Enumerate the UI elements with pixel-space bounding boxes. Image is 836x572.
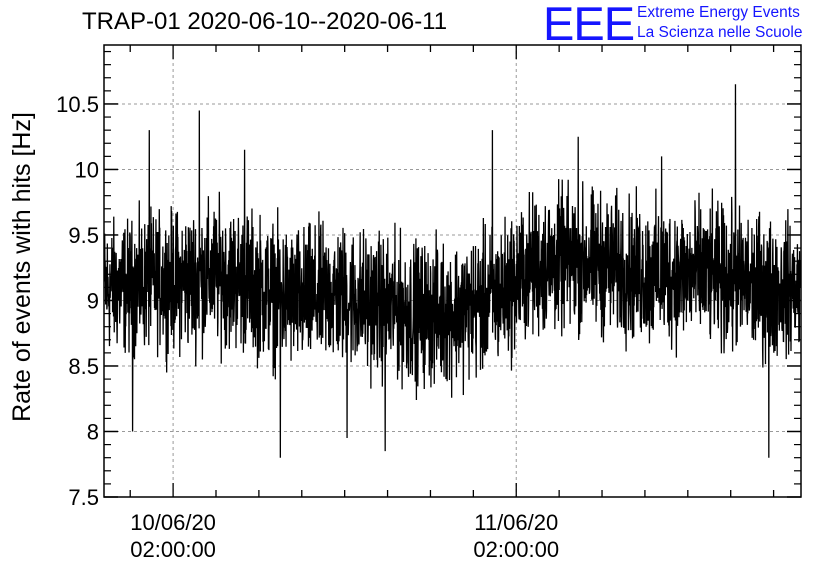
logo-line-2: La Scienza nelle Scuole	[637, 24, 803, 41]
plot-frame	[103, 44, 802, 498]
x-tick-label-time: 02:00:00	[473, 537, 559, 562]
rate-series-path	[103, 84, 802, 458]
series-line	[103, 84, 802, 458]
x-tick-label-time: 02:00:00	[130, 537, 216, 562]
x-tick-label-date: 11/06/20	[474, 510, 558, 535]
eee-logo-mark: EEE	[543, 0, 635, 50]
y-tick-label: 9.5	[68, 223, 99, 248]
y-tick-label: 10.5	[56, 92, 99, 117]
y-tick-label: 8	[87, 419, 99, 444]
y-tick-label: 9	[87, 288, 99, 313]
chart-title: TRAP-01 2020-06-10--2020-06-11	[82, 8, 448, 35]
logo-line-1: Extreme Energy Events	[637, 4, 800, 21]
y-tick-label: 8.5	[68, 354, 99, 379]
y-tick-label: 7.5	[68, 485, 99, 510]
y-axis: 7.5 8 8.5 9 9.5 10 10.5	[56, 50, 801, 510]
y-axis-label: Rate of events with hits [Hz]	[8, 112, 36, 422]
x-tick-label-date: 10/06/20	[130, 510, 216, 535]
y-tick-label: 10	[75, 157, 99, 182]
